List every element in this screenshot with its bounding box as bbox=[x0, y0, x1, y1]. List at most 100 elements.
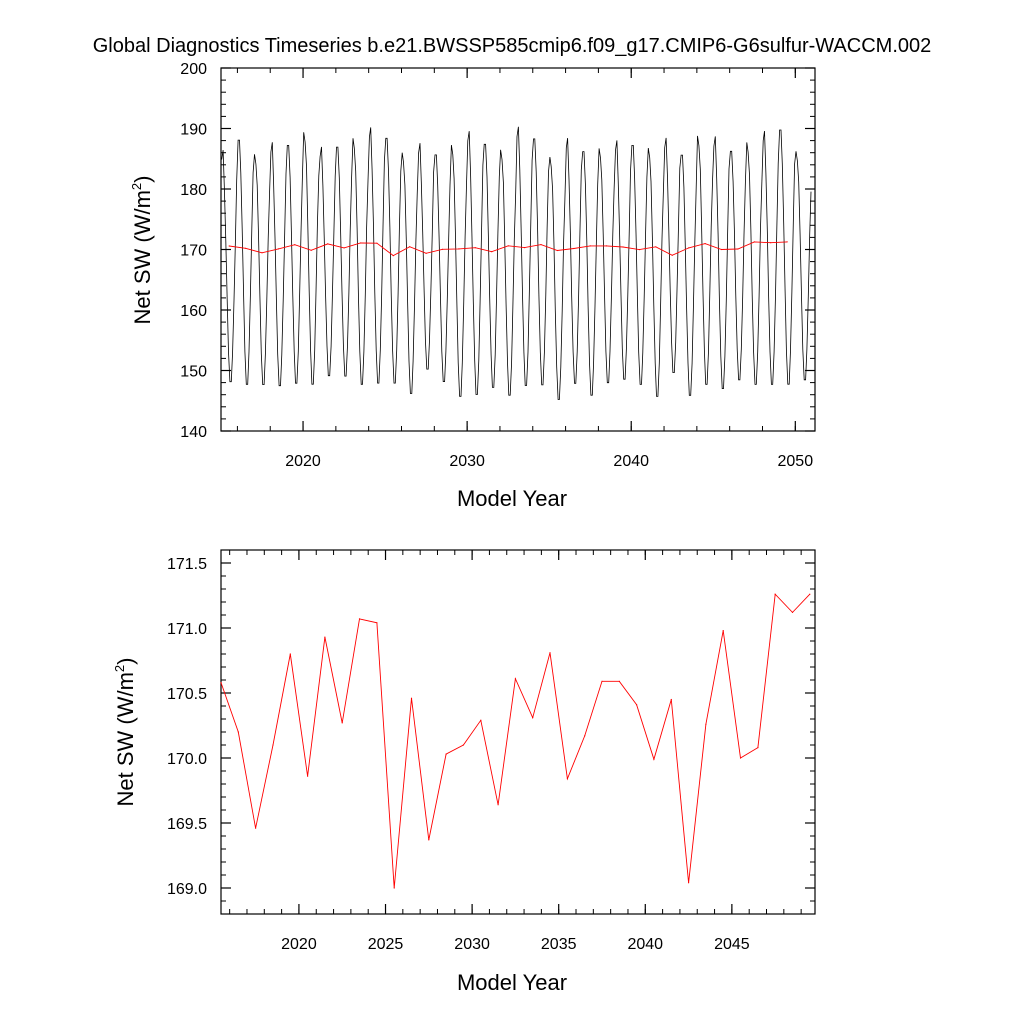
top-y-tick-label: 170 bbox=[180, 243, 207, 260]
top-annual-mean-point bbox=[441, 248, 444, 250]
top-y-axis-label: Net SW (W/m2) bbox=[129, 176, 155, 325]
top-annual-mean-point bbox=[540, 244, 542, 246]
bottom-tick-marks bbox=[221, 549, 815, 915]
bottom-x-tick-label: 2025 bbox=[368, 936, 404, 953]
bottom-annual-mean-point bbox=[480, 719, 482, 721]
bottom-annual-mean-point bbox=[809, 593, 811, 595]
bottom-x-tick-label: 2020 bbox=[281, 936, 317, 953]
top-series bbox=[221, 126, 812, 400]
top-x-tick-label: 2030 bbox=[449, 453, 485, 470]
bottom-annual-mean-point bbox=[757, 747, 759, 749]
bottom-y-tick-label: 171.5 bbox=[167, 556, 207, 573]
top-annual-mean-point bbox=[606, 245, 608, 247]
top-annual-mean-point bbox=[573, 247, 575, 250]
top-annual-mean-point bbox=[720, 248, 723, 251]
bottom-annual-mean-point bbox=[220, 682, 222, 684]
bottom-annual-mean-point bbox=[497, 804, 499, 806]
bottom-x-tick-label: 2030 bbox=[454, 936, 490, 953]
bottom-annual-mean-point bbox=[636, 704, 638, 706]
top-monthly-series-line bbox=[221, 126, 812, 400]
top-annual-mean-point bbox=[277, 248, 279, 250]
top-annual-mean-point bbox=[704, 243, 706, 245]
top-y-tick-label: 190 bbox=[180, 122, 207, 139]
bottom-annual-mean-point bbox=[376, 622, 378, 624]
bottom-annual-mean-point bbox=[410, 697, 413, 699]
top-y-tick-label: 150 bbox=[180, 364, 207, 381]
top-x-tick-label: 2020 bbox=[285, 453, 321, 470]
bottom-annual-mean-point bbox=[462, 744, 464, 746]
top-annual-mean-point bbox=[228, 245, 230, 247]
bottom-x-tick-label: 2035 bbox=[541, 936, 577, 953]
top-y-tick-label: 140 bbox=[180, 424, 207, 441]
bottom-y-tick-label: 171.0 bbox=[167, 621, 207, 638]
bottom-annual-mean-point bbox=[393, 887, 395, 889]
top-annual-mean-point bbox=[688, 247, 690, 249]
bottom-annual-mean-line bbox=[220, 593, 811, 889]
top-annual-mean-point bbox=[786, 241, 788, 243]
top-annual-mean-point bbox=[655, 246, 657, 248]
top-annual-mean-point bbox=[409, 246, 411, 248]
bottom-x-tick-label: 2045 bbox=[714, 936, 750, 953]
bottom-annual-mean-point bbox=[584, 735, 586, 737]
bottom-x-tick-label: 2040 bbox=[627, 936, 663, 953]
bottom-annual-mean-point bbox=[307, 775, 309, 777]
bottom-annual-mean-point bbox=[341, 722, 343, 724]
top-annual-mean-point bbox=[638, 249, 641, 251]
top-y-tick-label: 160 bbox=[180, 303, 207, 320]
top-annual-mean-point bbox=[524, 247, 526, 249]
bottom-annual-mean-point bbox=[791, 611, 794, 614]
bottom-y-axis-label-close: ) bbox=[113, 658, 138, 665]
top-annual-mean-point bbox=[310, 249, 312, 251]
top-annual-mean-point bbox=[753, 241, 755, 243]
bottom-plot-frame bbox=[220, 549, 816, 915]
bottom-annual-mean-point bbox=[532, 717, 534, 719]
top-annual-mean-point bbox=[359, 242, 362, 244]
top-annual-mean-point bbox=[294, 244, 296, 246]
bottom-x-axis-label: Model Year bbox=[457, 970, 567, 995]
bottom-annual-mean-point bbox=[358, 618, 361, 620]
top-y-axis-label-sup: 2 bbox=[129, 183, 144, 190]
top-tick-marks bbox=[221, 67, 815, 432]
bottom-annual-mean-point bbox=[237, 731, 239, 733]
top-x-axis-label: Model Year bbox=[457, 486, 567, 511]
top-y-tick-label: 180 bbox=[180, 182, 207, 199]
bottom-tick-labels: 2020 2025 2030 2035 2040 2045 169.0 169.5 170.0 1… bbox=[167, 556, 750, 953]
top-annual-mean-point bbox=[376, 242, 378, 244]
top-annual-mean-point bbox=[770, 242, 772, 244]
bottom-y-tick-label: 170.5 bbox=[167, 686, 207, 703]
top-x-tick-label: 2040 bbox=[613, 453, 649, 470]
top-annual-mean-point bbox=[245, 247, 247, 249]
bottom-series bbox=[220, 593, 811, 889]
bottom-annual-mean-point bbox=[722, 630, 724, 632]
bottom-y-tick-label: 170.0 bbox=[167, 751, 207, 768]
bottom-annual-mean-point bbox=[774, 593, 776, 595]
bottom-annual-mean-point bbox=[514, 678, 517, 680]
top-annual-mean-point bbox=[343, 247, 345, 249]
bottom-annual-mean-point bbox=[688, 882, 690, 884]
bottom-annual-mean-point bbox=[255, 827, 257, 829]
bottom-annual-mean-point bbox=[549, 652, 551, 654]
top-x-tick-label: 2050 bbox=[778, 453, 814, 470]
bottom-annual-mean-point bbox=[428, 839, 430, 841]
bottom-panel: 2020 2025 2030 2035 2040 2045 169.0 169.5 170.0 1… bbox=[112, 549, 816, 995]
bottom-y-axis-label-sup: 2 bbox=[112, 665, 127, 672]
bottom-annual-mean-point bbox=[653, 758, 655, 760]
top-annual-mean-point bbox=[425, 252, 427, 254]
chart-title: Global Diagnostics Timeseries b.e21.BWSS… bbox=[93, 35, 932, 57]
bottom-annual-mean-point bbox=[289, 653, 291, 655]
top-annual-mean-point bbox=[458, 248, 460, 250]
bottom-annual-mean-point bbox=[618, 680, 620, 682]
top-annual-mean-point bbox=[507, 245, 509, 247]
top-annual-mean-point bbox=[737, 248, 739, 250]
bottom-annual-mean-point bbox=[272, 744, 274, 746]
bottom-annual-mean-point bbox=[739, 757, 742, 759]
top-annual-mean-point bbox=[589, 245, 591, 247]
top-y-tick-label: 200 bbox=[180, 61, 207, 78]
top-panel: 2020 2030 2040 2050 140 150 160 170 180 190 200 Mo… bbox=[129, 61, 816, 511]
bottom-annual-mean-point bbox=[705, 723, 707, 725]
bottom-y-axis-label-main: Net SW (W/m bbox=[113, 672, 138, 806]
top-annual-mean-point bbox=[556, 249, 559, 252]
bottom-annual-mean-point bbox=[324, 636, 326, 638]
bottom-annual-mean-point bbox=[445, 753, 447, 755]
